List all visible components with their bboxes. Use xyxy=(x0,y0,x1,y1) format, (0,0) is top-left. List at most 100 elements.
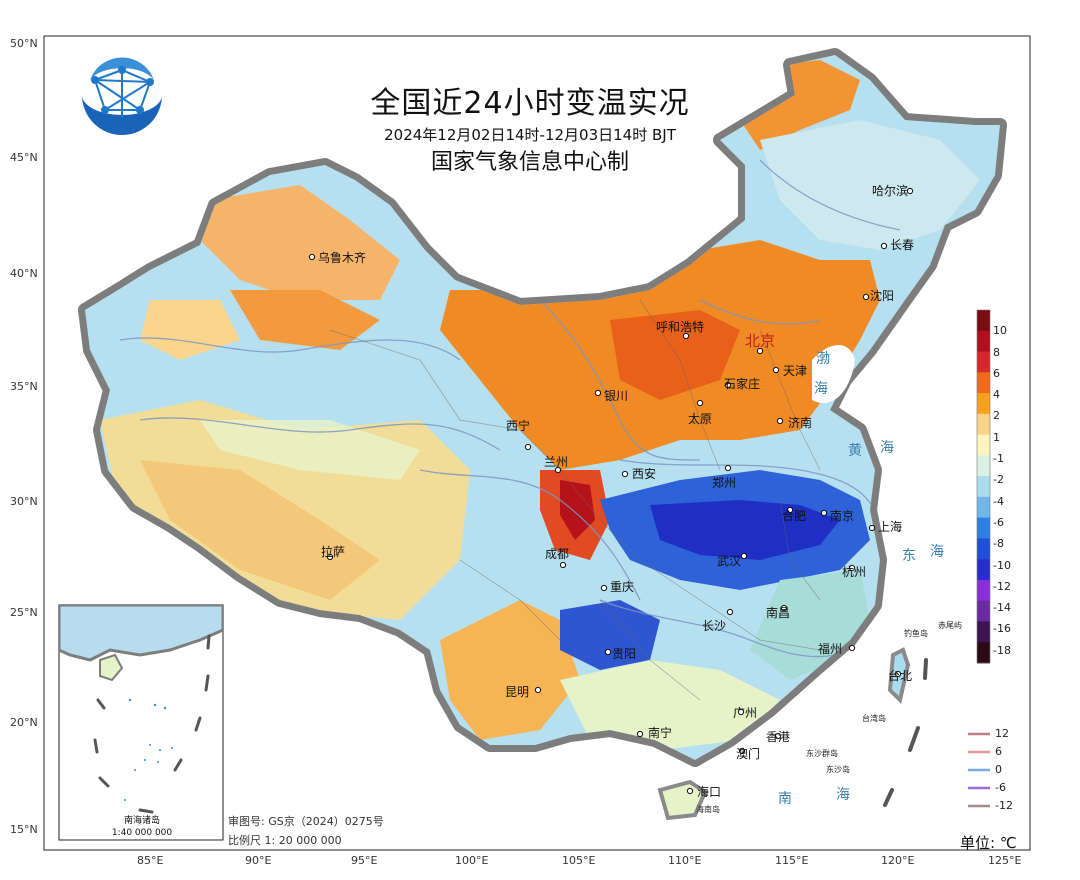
unit-label: 单位: ℃ xyxy=(960,834,1017,852)
contour-legend xyxy=(968,732,990,808)
lat-label: 45°N xyxy=(10,151,38,164)
city-marker xyxy=(594,389,602,397)
city-marker xyxy=(621,470,629,478)
legend-swatch xyxy=(977,600,990,622)
legend-label: 2 xyxy=(993,409,1000,422)
city-label: 海口 xyxy=(697,785,722,799)
city-marker xyxy=(682,332,690,340)
city-label: 石家庄 xyxy=(724,377,761,391)
contour-legend-label: 12 xyxy=(995,727,1009,740)
lat-label: 50°N xyxy=(10,37,38,50)
map-title: 全国近24小时变温实况 xyxy=(370,86,690,121)
city-marker xyxy=(774,732,782,740)
legend-swatch xyxy=(977,559,990,581)
city-marker xyxy=(604,648,612,656)
city-label: 南昌 xyxy=(766,606,791,620)
city-marker xyxy=(786,506,794,514)
city-marker xyxy=(772,366,780,374)
bohai-bay xyxy=(812,345,855,404)
city-marker xyxy=(737,708,745,716)
city-marker xyxy=(554,466,562,474)
legend-swatch xyxy=(977,393,990,415)
city-marker xyxy=(848,644,856,652)
city-marker xyxy=(326,553,334,561)
sea-label: 海 xyxy=(880,440,897,456)
city-marker xyxy=(756,347,764,355)
legend-swatch xyxy=(977,330,990,353)
city-marker xyxy=(906,187,914,195)
city-label: 乌鲁木齐 xyxy=(318,251,367,265)
city-marker xyxy=(636,730,644,738)
legend-label: 10 xyxy=(993,324,1007,337)
contour-legend-label: -12 xyxy=(995,799,1013,812)
audit-number: 审图号: GS京（2024）0275号 xyxy=(228,815,384,828)
city-label: 太原 xyxy=(688,412,713,426)
city-label: 重庆 xyxy=(610,580,635,594)
legend-swatch xyxy=(977,496,990,519)
city-marker xyxy=(524,443,532,451)
city-marker xyxy=(724,464,732,472)
lat-label: 25°N xyxy=(10,606,38,619)
legend-label: 4 xyxy=(993,388,1000,401)
sea-label: 渤 xyxy=(816,351,833,367)
legend-swatch xyxy=(977,621,990,643)
island-label: 钓鱼岛 xyxy=(904,629,928,638)
lon-label: 105°E xyxy=(562,854,596,867)
lon-label: 110°E xyxy=(668,854,702,867)
city-label: 银川 xyxy=(604,389,629,403)
city-label: 哈尔滨 xyxy=(872,184,909,198)
legend-swatch xyxy=(977,455,990,477)
city-marker xyxy=(696,399,704,407)
sea-label: 黄 xyxy=(848,443,865,459)
city-marker xyxy=(559,561,567,569)
lon-label: 120°E xyxy=(881,854,915,867)
legend-label: -14 xyxy=(993,601,1011,614)
inset-map xyxy=(59,605,223,814)
legend-label: 6 xyxy=(993,367,1000,380)
city-label: 拉萨 xyxy=(321,545,346,559)
lon-label: 125°E xyxy=(988,854,1022,867)
dash-line xyxy=(883,658,928,807)
legend-swatch xyxy=(977,538,990,560)
lat-label: 20°N xyxy=(10,716,38,729)
city-marker xyxy=(600,584,608,592)
lon-label: 100°E xyxy=(455,854,489,867)
map-scale: 比例尺 1: 20 000 000 xyxy=(228,834,342,847)
inset-caption: 南海诸岛 1:40 000 000 xyxy=(62,815,222,839)
city-marker xyxy=(820,509,828,517)
sea-label: 海 xyxy=(836,787,853,803)
island-label: 东沙群岛 xyxy=(806,749,838,758)
city-label: 澳门 xyxy=(736,747,761,761)
legend-color-bar xyxy=(976,309,991,664)
inset-name: 南海诸岛 xyxy=(123,816,160,826)
legend-swatch xyxy=(977,579,990,602)
city-label: 兰州 xyxy=(544,455,569,469)
city-label: 南京 xyxy=(830,509,855,523)
city-label: 福州 xyxy=(818,642,843,656)
legend-label: -18 xyxy=(993,644,1011,657)
legend-swatch xyxy=(977,351,990,373)
legend-label: -4 xyxy=(993,495,1004,508)
city-label-capital: 北京 xyxy=(745,332,776,350)
sea-label: 南 xyxy=(778,791,795,807)
island-label: 赤尾屿 xyxy=(938,621,962,630)
legend-label: -6 xyxy=(993,516,1004,529)
legend-label: -1 xyxy=(993,452,1004,465)
city-marker xyxy=(868,524,876,532)
cma-logo xyxy=(82,51,162,135)
legend-label: -16 xyxy=(993,622,1011,635)
city-label: 台北 xyxy=(888,669,913,683)
city-marker xyxy=(880,242,888,250)
city-label: 长春 xyxy=(890,238,915,252)
city-marker xyxy=(724,381,732,389)
island-label: 台湾岛 xyxy=(862,714,886,723)
lat-label: 15°N xyxy=(10,823,38,836)
legend-label: -8 xyxy=(993,537,1004,550)
contour-legend-label: 6 xyxy=(995,745,1002,758)
city-label: 沈阳 xyxy=(870,289,895,303)
inset-scale: 1:40 000 000 xyxy=(111,828,173,838)
legend-swatch xyxy=(977,310,990,332)
city-label: 贵阳 xyxy=(612,647,637,661)
city-label: 天津 xyxy=(783,364,808,378)
contour-legend-label: -6 xyxy=(995,781,1006,794)
